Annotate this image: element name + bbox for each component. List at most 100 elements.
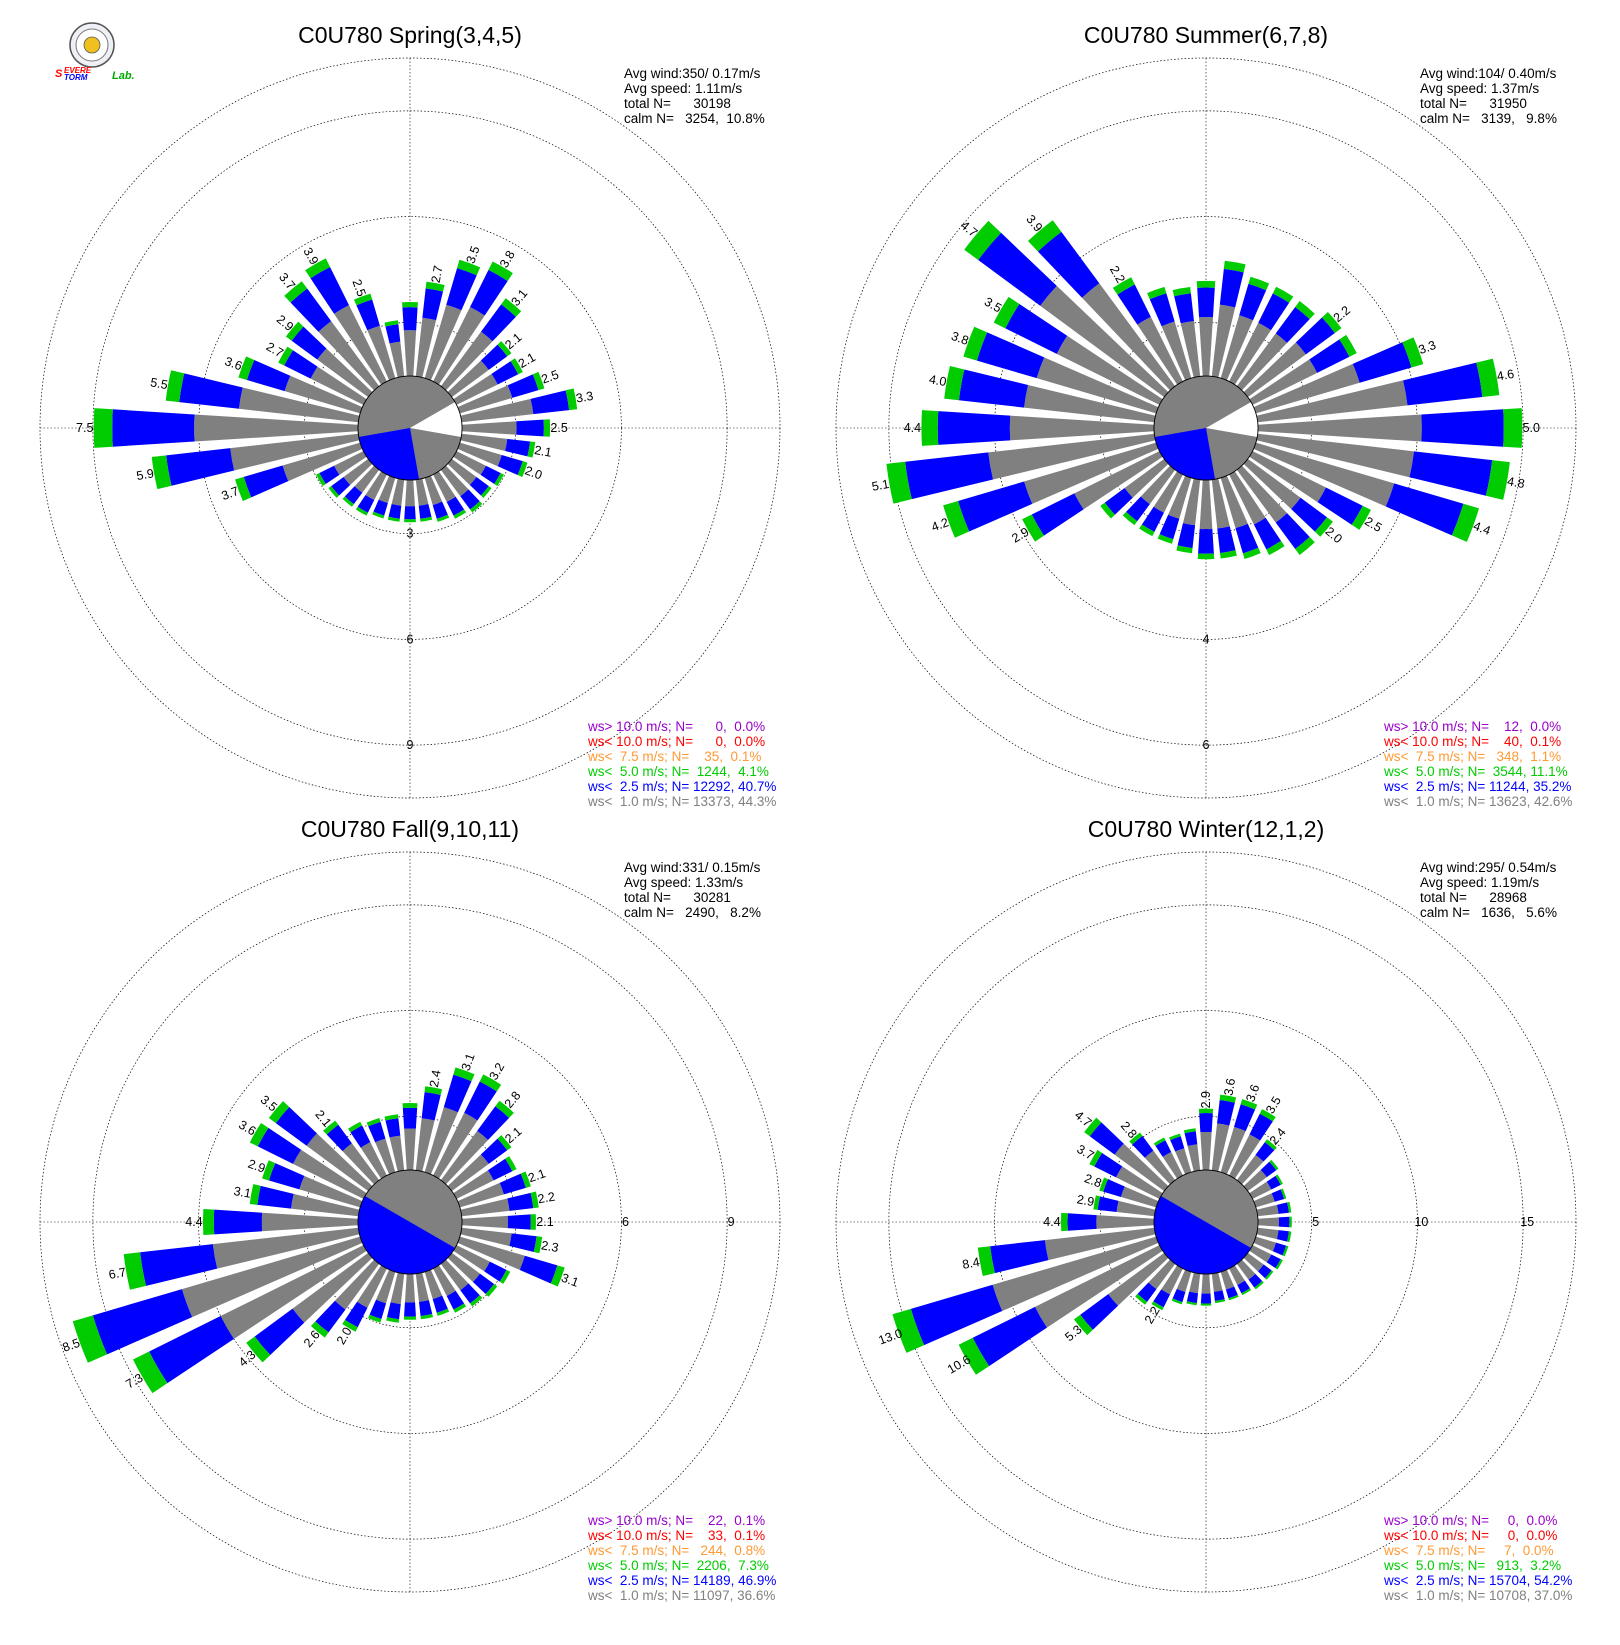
bar-segment-blue xyxy=(1031,493,1084,536)
bar-value-label: 2.1 xyxy=(533,443,553,460)
panel-title: C0U780 Winter(12,1,2) xyxy=(1088,816,1325,842)
bar-segment-blue xyxy=(331,477,351,496)
direction-bar xyxy=(963,326,1159,414)
bar-segment-blue xyxy=(910,1284,1003,1346)
direction-bar xyxy=(123,1227,360,1290)
bar-value-label: 2.9 xyxy=(246,1157,267,1176)
bar-segment-calm xyxy=(390,1272,405,1305)
bar-segment-green xyxy=(310,1321,329,1338)
bar-segment-green xyxy=(425,281,445,292)
direction-bar xyxy=(310,1259,380,1338)
direction-bar xyxy=(1253,1188,1287,1208)
bar-segment-calm xyxy=(1253,1236,1277,1252)
bar-segment-calm xyxy=(1082,283,1176,391)
calm-disc-outline xyxy=(1153,1169,1259,1275)
direction-bar xyxy=(460,433,536,458)
calm-sector-white xyxy=(1206,402,1258,438)
bar-segment-calm xyxy=(1256,433,1414,478)
bar-segment-blue xyxy=(464,1081,497,1121)
bar-segment-calm xyxy=(457,1182,504,1208)
direction-bar xyxy=(424,1067,475,1175)
bar-segment-green xyxy=(133,1351,168,1394)
bar-segment-blue xyxy=(112,409,195,447)
bar-value-label: 3.7 xyxy=(220,484,241,503)
bar-segment-blue xyxy=(319,465,340,484)
bar-segment-green xyxy=(1073,1314,1093,1336)
bar-segment-calm xyxy=(453,451,486,475)
bar-segment-green xyxy=(1259,1109,1276,1122)
bar-value-label: 2.1 xyxy=(526,1166,547,1185)
direction-bar xyxy=(1249,334,1357,405)
bar-segment-green xyxy=(436,514,450,522)
bar-segment-blue xyxy=(990,1240,1049,1274)
direction-bar xyxy=(1027,220,1176,391)
bar-segment-calm xyxy=(1243,1169,1267,1192)
bar-segment-calm xyxy=(1211,478,1230,529)
bar-segment-blue xyxy=(937,411,1011,445)
bar-segment-green xyxy=(249,1123,269,1147)
bar-value-label: 3.6 xyxy=(223,354,244,373)
legend-entry: ws< 5.0 m/s; N= 913, 3.2% xyxy=(1383,1558,1561,1573)
bar-segment-green xyxy=(151,455,172,490)
direction-bar xyxy=(353,293,396,381)
direction-bar xyxy=(1022,451,1163,542)
bar-segment-green xyxy=(285,321,304,341)
bar-segment-blue xyxy=(446,1290,465,1310)
info-line: Avg wind:104/ 0.40m/s xyxy=(1420,66,1557,81)
bar-segment-green xyxy=(1214,1299,1226,1304)
bar-segment-green xyxy=(1275,1174,1283,1185)
bar-segment-blue xyxy=(1266,1254,1281,1269)
direction-bar xyxy=(384,320,405,378)
bar-segment-calm xyxy=(988,433,1156,480)
bar-segment-green xyxy=(1060,1212,1068,1232)
bar-segment-green xyxy=(520,1171,531,1188)
direction-bar xyxy=(348,1121,387,1179)
calm-sector-gray xyxy=(1206,1196,1259,1232)
direction-bar xyxy=(1129,1132,1176,1185)
bar-segment-green xyxy=(323,1120,339,1135)
info-line: Avg wind:295/ 0.54m/s xyxy=(1420,860,1557,875)
bar-segment-calm xyxy=(367,325,396,381)
bar-segment-blue xyxy=(460,1283,480,1304)
bar-value-label: 6.7 xyxy=(108,1265,128,1282)
bar-segment-green xyxy=(368,1314,382,1323)
bar-segment-calm xyxy=(1220,315,1254,381)
ring-label: 10 xyxy=(1414,1215,1428,1229)
bar-segment-green xyxy=(1451,503,1479,542)
direction-bar xyxy=(278,346,367,405)
bar-segment-blue xyxy=(905,452,994,500)
bar-value-label: 3.1 xyxy=(233,1184,253,1201)
info-line: total N= 28968 xyxy=(1420,890,1527,905)
bar-segment-blue xyxy=(519,1255,558,1284)
bar-value-label: 4.4 xyxy=(1043,1215,1060,1229)
bar-segment-green xyxy=(480,486,492,498)
bar-segment-green xyxy=(497,341,512,357)
ring-label: 5 xyxy=(1312,1215,1319,1229)
bar-segment-calm xyxy=(1124,458,1169,498)
bar-segment-green xyxy=(1157,534,1174,544)
info-line: Avg wind:350/ 0.17m/s xyxy=(624,66,761,81)
bar-segment-green xyxy=(1084,1117,1102,1137)
info-line: calm N= 1636, 5.6% xyxy=(1420,905,1557,920)
info-line: total N= 30281 xyxy=(624,890,731,905)
bar-segment-blue xyxy=(480,344,508,370)
bar-segment-blue xyxy=(1132,1135,1154,1158)
bar-segment-calm xyxy=(460,1198,510,1217)
direction-bar xyxy=(366,1118,396,1175)
bar-segment-blue xyxy=(1126,496,1150,522)
direction-bar xyxy=(1186,1272,1201,1306)
bar-segment-blue xyxy=(472,1273,495,1295)
bar-segment-calm xyxy=(460,398,534,423)
bar-segment-blue xyxy=(481,304,516,342)
bar-segment-calm xyxy=(447,1252,480,1282)
bar-segment-green xyxy=(1264,1139,1277,1151)
bar-segment-calm xyxy=(1036,357,1159,414)
direction-bar xyxy=(1084,1117,1169,1192)
legend-entry: ws< 2.5 m/s; N= 15704, 54.2% xyxy=(1383,1573,1572,1588)
bar-segment-blue xyxy=(1278,1216,1290,1228)
bar-segment-blue xyxy=(1184,1131,1198,1146)
direction-bar xyxy=(415,281,445,378)
bar-segment-green xyxy=(510,358,523,375)
info-line: Avg wind:331/ 0.15m/s xyxy=(624,860,761,875)
direction-bar xyxy=(1243,1159,1279,1192)
